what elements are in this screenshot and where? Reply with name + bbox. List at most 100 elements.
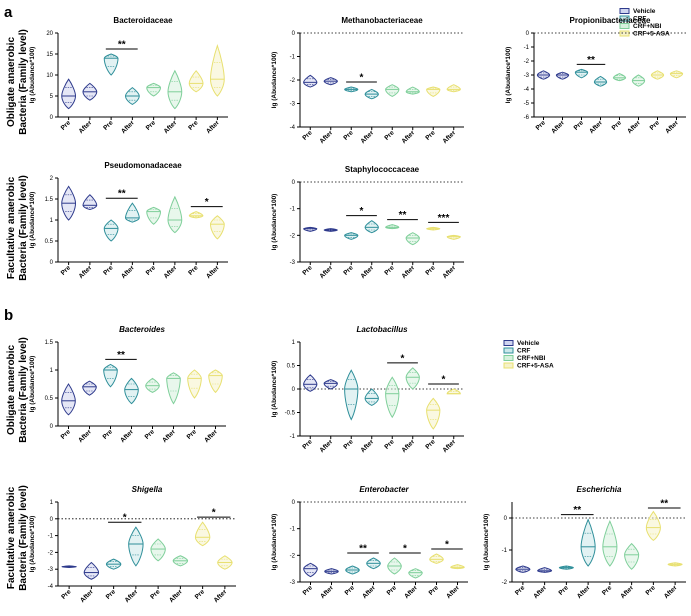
chart-4-ylabel: lg (Abudance*100): [271, 194, 278, 251]
chart-5-violin-3: [124, 377, 139, 405]
chart-2-ytick-label-2: -4: [524, 87, 530, 93]
chart-0: Bacteroidaceae lg (Abudance*100) 0 5 10 15 20 P…: [29, 16, 228, 135]
chart-6-violin-4: [385, 376, 400, 419]
chart-4-ytick-label-3: 0: [292, 180, 296, 186]
chart-4-violin-2: [344, 232, 359, 240]
chart-7-violin-4: [150, 538, 166, 562]
chart-8-xlabel-0: Pre: [302, 584, 315, 597]
chart-4: Staphylococcaceae lg (Abudance*100) -3 -2 -1…: [271, 165, 464, 280]
chart-1-violin-4: [385, 84, 400, 97]
chart-5-violin-5: [166, 372, 181, 405]
chart-2-xlabel-1: After: [550, 119, 566, 135]
chart-2-violin-4: [612, 73, 627, 82]
chart-9: Escherichia lg (Abudance*100) -2 -1 0 Pre Afte…: [483, 485, 686, 600]
chart-5-violin-1: [82, 380, 97, 396]
chart-1-xlabel-1: After: [318, 129, 334, 145]
chart-3-ytick-label-0: 0: [50, 260, 54, 266]
chart-6-ylabel: lg (Abudance*100): [271, 361, 278, 418]
chart-8-ylabel: lg (Abudance*100): [271, 514, 278, 571]
chart-5: Bacteroides lg (Abudance*100) 0 0.5 1 1.5 Pre A…: [29, 325, 226, 444]
chart-5-sig-label-0: **: [117, 350, 125, 361]
chart-7-violin-1: [83, 561, 100, 580]
chart-1-title: Methanobacteriaceae: [341, 16, 423, 25]
chart-9-ytick-label-1: -1: [502, 548, 508, 554]
chart-0-ytick-label-3: 15: [46, 52, 53, 58]
chart-1-xlabel-0: Pre: [301, 129, 314, 142]
chart-7-ytick-label-2: -2: [48, 550, 54, 556]
legend-b-label-1: CRF: [517, 348, 530, 355]
chart-7-ytick-label-5: 1: [50, 500, 54, 506]
chart-6-violin-0: [303, 374, 318, 392]
chart-4-xlabel-0: Pre: [301, 264, 314, 277]
chart-1-xlabel-4: Pre: [383, 129, 396, 142]
chart-9-title: Escherichia: [577, 485, 622, 494]
chart-9-violin-4: [602, 520, 618, 567]
chart-3-violin-2: [103, 219, 119, 242]
chart-7-xlabel-0: Pre: [60, 588, 73, 601]
legend-a-label-1: CRF: [633, 16, 646, 23]
chart-9-sig-label-0: **: [573, 505, 581, 516]
chart-0-ytick-label-4: 20: [46, 31, 53, 37]
chart-4-xlabel-5: After: [400, 264, 416, 280]
chart-8-xlabel-6: Pre: [428, 584, 441, 597]
chart-3-ytick-label-3: 1.5: [45, 197, 54, 203]
chart-7-ytick-label-0: -4: [48, 584, 54, 590]
chart-5-xlabel-6: Pre: [186, 428, 199, 441]
chart-2-xlabel-2: Pre: [573, 119, 586, 132]
row-label-1-line1: Obligate anaerobic: [6, 37, 17, 127]
chart-0-ylabel: lg (Abudance*100): [29, 47, 36, 104]
legend-a-swatch-2: [619, 23, 630, 29]
chart-6-violin-2: [344, 369, 359, 421]
chart-2-title: Propionibacteriaceae: [570, 16, 651, 25]
chart-7-violin-6: [194, 521, 211, 547]
chart-7-ytick-label-3: -1: [48, 534, 54, 540]
chart-8-ytick-label-1: -2: [290, 553, 296, 559]
chart-9-xlabel-3: After: [576, 584, 592, 600]
legend-a-swatch-3: [619, 30, 630, 37]
chart-9-ytick-label-2: 0: [504, 516, 508, 522]
chart-0-xlabel-0: Pre: [60, 119, 73, 132]
chart-5-xlabel-5: After: [161, 428, 177, 444]
chart-3-xlabel-7: After: [205, 264, 221, 280]
chart-8-ytick-label-2: -1: [290, 527, 296, 533]
chart-3-violin-7: [209, 215, 225, 240]
legend-b-label-2: CRF+NBI: [517, 355, 546, 362]
legend-a-label-0: Vehicle: [633, 8, 656, 15]
legend-b-swatch-1: [503, 347, 514, 354]
chart-3-xlabel-6: Pre: [187, 264, 200, 277]
chart-3-ytick-label-1: 0.5: [45, 239, 54, 245]
chart-7-sig-label-0: *: [123, 513, 127, 524]
chart-4-xlabel-3: After: [359, 264, 375, 280]
chart-9-xlabel-4: Pre: [601, 584, 614, 597]
chart-8-sig-label-0: **: [359, 544, 367, 555]
chart-5-xlabel-1: After: [77, 428, 93, 444]
legend-a-swatch-0: [619, 8, 630, 14]
legend-a-label-2: CRF+NBI: [633, 23, 662, 30]
chart-3-violin-5: [167, 195, 183, 234]
chart-9-sig-label-1: **: [660, 499, 668, 510]
chart-9-violin-6: [645, 510, 661, 542]
chart-2-violin-3: [593, 75, 608, 87]
chart-0-title: Bacteroidaceae: [113, 16, 173, 25]
chart-0-ytick-label-2: 10: [46, 73, 53, 79]
chart-4-violin-3: [364, 220, 379, 234]
chart-4-xlabel-6: Pre: [424, 264, 437, 277]
chart-9-xlabel-1: After: [532, 584, 548, 600]
chart-5-ytick-label-1: 0.5: [45, 396, 54, 402]
chart-2-xlabel-0: Pre: [535, 119, 548, 132]
chart-6-xlabel-6: Pre: [424, 438, 437, 451]
chart-7: Shigella lg (Abudance*100) -4 -3 -2 -1 0 1 Pre Af…: [29, 485, 236, 604]
chart-0-sig-label-0: **: [118, 40, 126, 51]
chart-0-xlabel-1: After: [78, 119, 94, 135]
chart-2-ytick-label-0: -6: [524, 115, 530, 121]
chart-2-violin-2: [574, 68, 589, 79]
row-label-1-line2: Bacteria (Family level): [18, 29, 29, 135]
chart-1-violin-7: [446, 84, 461, 93]
chart-6-violin-3: [364, 388, 379, 406]
chart-0-violin-7: [209, 44, 225, 97]
chart-7-ytick-label-4: 0: [50, 517, 54, 523]
chart-7-ylabel: lg (Abudance*100): [29, 516, 36, 573]
chart-7-xlabel-7: After: [213, 588, 229, 604]
